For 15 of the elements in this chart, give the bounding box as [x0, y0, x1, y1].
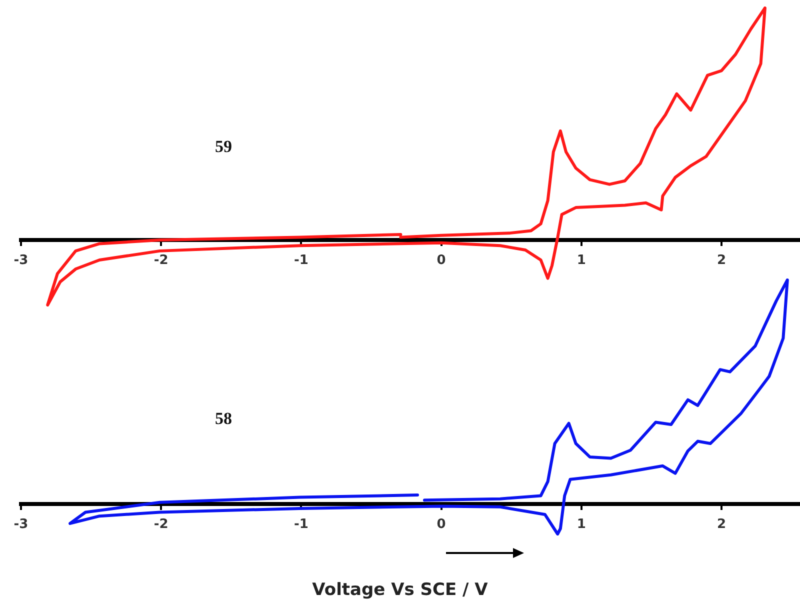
x-tick-label: -1 [294, 517, 308, 532]
x-tick-label: 1 [576, 253, 586, 268]
x-tick-label: 1 [576, 517, 586, 532]
x-tick-label: -3 [14, 253, 28, 268]
annotation: 58 [215, 409, 232, 428]
x-tick-label: -1 [294, 253, 308, 268]
x-tick-label: -2 [154, 253, 168, 268]
x-tick-label: 2 [717, 253, 726, 268]
x-tick-label: -3 [14, 517, 28, 532]
x-tick-label: 0 [436, 253, 446, 268]
x-tick-label: -2 [154, 517, 168, 532]
annotation: 59 [215, 136, 232, 156]
x-tick-label: 2 [717, 517, 726, 532]
x-axis-title: Voltage Vs SCE / V [311, 580, 489, 600]
x-tick-label: 0 [436, 517, 446, 532]
